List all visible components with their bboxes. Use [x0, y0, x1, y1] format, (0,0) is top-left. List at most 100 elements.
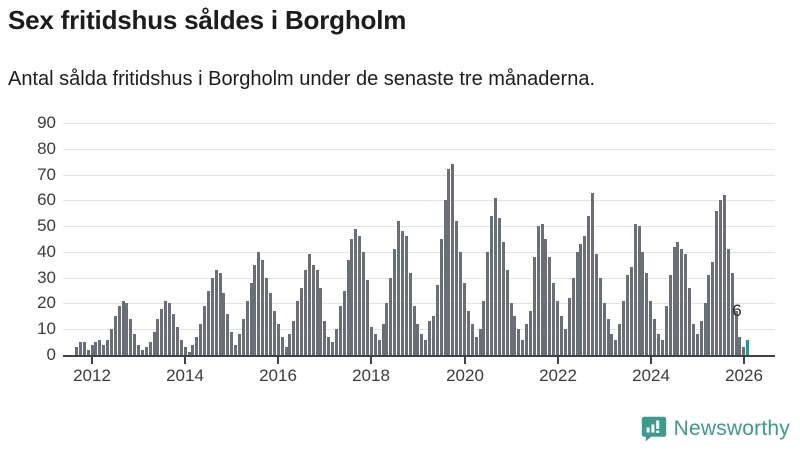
bar [312, 265, 315, 355]
bar [568, 298, 571, 355]
bar [354, 229, 357, 355]
bar [587, 216, 590, 355]
x-tick-label: 2022 [539, 366, 577, 385]
bar [661, 340, 664, 355]
year-tick [557, 357, 559, 364]
bar [541, 224, 544, 355]
bar [591, 193, 594, 355]
bar [234, 345, 237, 355]
bar [548, 257, 551, 355]
bar [564, 329, 567, 355]
bar [599, 278, 602, 355]
bar [292, 321, 295, 355]
bar [657, 334, 660, 355]
bar [595, 254, 598, 355]
bar [622, 301, 625, 355]
year-tick [650, 357, 652, 364]
bar [250, 283, 253, 355]
bar [269, 293, 272, 355]
bar [459, 252, 462, 355]
bar [261, 260, 264, 355]
bar [358, 236, 361, 355]
bar [676, 242, 679, 355]
year-tick [464, 357, 466, 364]
bar [529, 311, 532, 355]
bar [583, 236, 586, 355]
bar [645, 273, 648, 355]
bar [513, 316, 516, 355]
bar [94, 342, 97, 355]
bar [618, 324, 621, 355]
bar [125, 303, 128, 355]
bar [184, 347, 187, 355]
bar [738, 337, 741, 355]
bar [335, 329, 338, 355]
year-tick [370, 357, 372, 364]
bar [525, 324, 528, 355]
bar [79, 342, 82, 355]
bar [707, 275, 710, 355]
chart-subtitle: Antal sålda fritidshus i Borgholm under … [8, 68, 596, 90]
bar [409, 273, 412, 355]
bar [222, 293, 225, 355]
bar [226, 314, 229, 355]
bar [265, 278, 268, 355]
bar [432, 316, 435, 355]
year-tick [277, 357, 279, 364]
bar [83, 342, 86, 355]
bar [238, 334, 241, 355]
bar [273, 311, 276, 355]
bar [490, 216, 493, 355]
bar [149, 342, 152, 355]
x-axis-line [63, 355, 775, 357]
bar [366, 280, 369, 355]
bar [742, 347, 745, 355]
bar [614, 340, 617, 355]
y-tick-label: 40 [37, 242, 56, 261]
bar [191, 345, 194, 355]
bar [370, 327, 373, 355]
bar [118, 306, 121, 355]
bar [440, 239, 443, 355]
bar [195, 337, 198, 355]
bar [153, 332, 156, 355]
bar [343, 291, 346, 355]
bar [102, 345, 105, 355]
bar [285, 347, 288, 355]
bar [401, 231, 404, 355]
bar [649, 301, 652, 355]
gridline [63, 175, 775, 176]
y-tick-label: 60 [37, 190, 56, 209]
x-tick-label: 2026 [725, 366, 763, 385]
bar [641, 252, 644, 355]
bar [362, 252, 365, 355]
bar [230, 332, 233, 355]
bar [393, 249, 396, 355]
bar [98, 340, 101, 355]
y-tick-label: 20 [37, 293, 56, 312]
bar [91, 345, 94, 355]
bar [156, 319, 159, 355]
bar [711, 262, 714, 355]
bar [374, 334, 377, 355]
bar [560, 316, 563, 355]
bar [300, 288, 303, 355]
bar [723, 195, 726, 355]
bar [471, 324, 474, 355]
bar [479, 329, 482, 355]
y-tick-label: 10 [37, 319, 56, 338]
bar [467, 311, 470, 355]
bar [129, 319, 132, 355]
bar [607, 319, 610, 355]
bar [203, 306, 206, 355]
bar [378, 340, 381, 355]
bar [413, 306, 416, 355]
x-tick-label: 2020 [446, 366, 484, 385]
bar [382, 324, 385, 355]
bar [168, 303, 171, 355]
bar [506, 270, 509, 355]
bar [133, 334, 136, 355]
y-tick-label: 70 [37, 165, 56, 184]
bar [141, 350, 144, 355]
bar [665, 306, 668, 355]
